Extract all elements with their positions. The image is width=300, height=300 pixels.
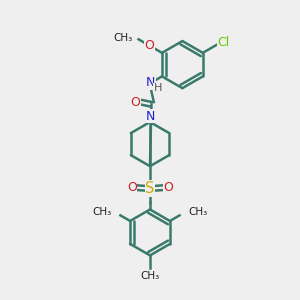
- Text: O: O: [130, 95, 140, 109]
- Text: CH₃: CH₃: [140, 271, 160, 281]
- Text: Cl: Cl: [217, 36, 230, 49]
- Text: CH₃: CH₃: [114, 33, 133, 43]
- Text: S: S: [145, 181, 155, 196]
- Text: N: N: [146, 110, 155, 123]
- Text: N: N: [146, 76, 155, 89]
- Text: O: O: [144, 39, 154, 52]
- Text: O: O: [163, 181, 173, 194]
- Text: CH₃: CH₃: [189, 207, 208, 218]
- Text: H: H: [154, 83, 162, 93]
- Text: CH₃: CH₃: [92, 207, 111, 218]
- Text: O: O: [127, 181, 137, 194]
